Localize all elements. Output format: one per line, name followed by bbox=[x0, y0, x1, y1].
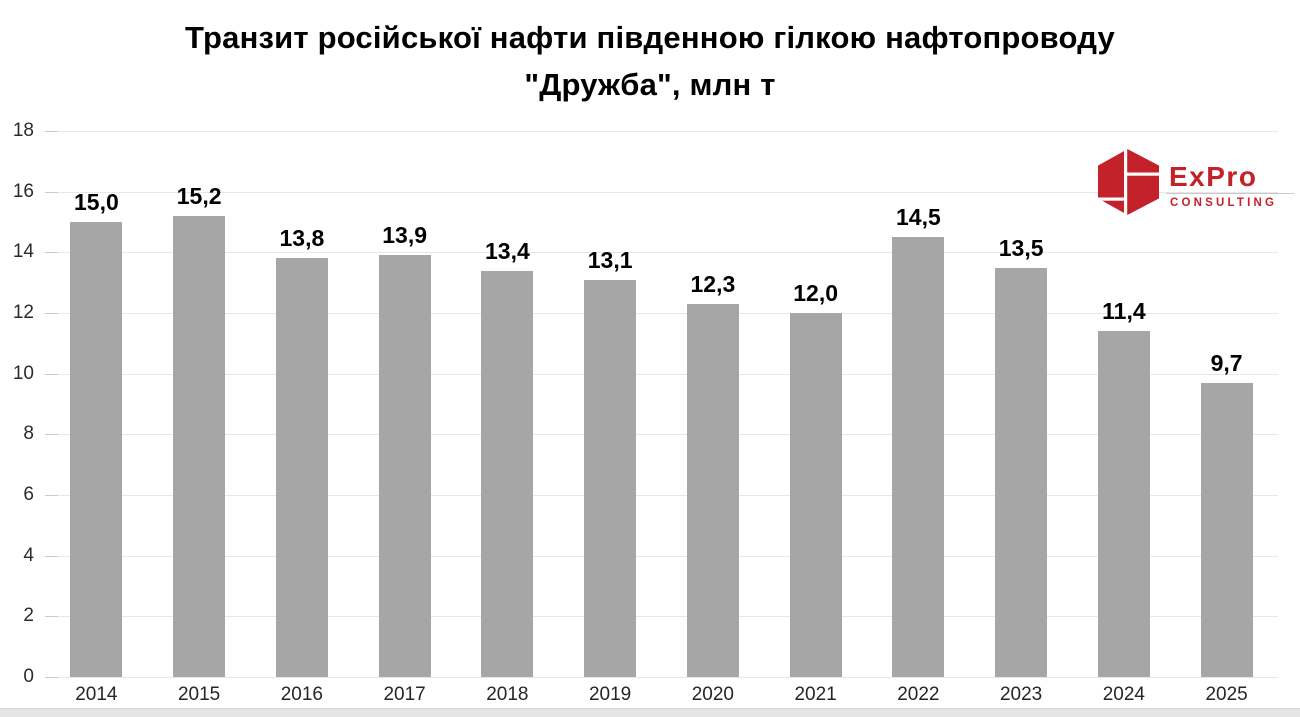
bar-2021 bbox=[789, 313, 842, 677]
bar-value-label: 13,1 bbox=[587, 246, 633, 273]
bar-2022 bbox=[892, 237, 945, 677]
x-axis-category-label: 2014 bbox=[75, 684, 118, 705]
bar-2014 bbox=[70, 222, 123, 677]
x-axis-category-label: 2019 bbox=[588, 684, 632, 705]
y-axis-tick bbox=[45, 313, 58, 314]
y-axis-tick bbox=[45, 495, 58, 496]
expro-logo: ExPro CONSULTING bbox=[1098, 149, 1294, 215]
y-axis-tick-label: 10 bbox=[12, 362, 34, 384]
bar-2018 bbox=[481, 270, 534, 677]
chart-title: Транзит російської нафти південною гілко… bbox=[0, 14, 1300, 108]
bar-value-label: 13,8 bbox=[279, 225, 325, 252]
x-axis-category-label: 2016 bbox=[280, 684, 324, 705]
logo-separator-line bbox=[1166, 193, 1294, 194]
bar-2019 bbox=[584, 279, 637, 677]
y-axis-tick bbox=[45, 252, 58, 254]
gridline bbox=[45, 373, 1278, 375]
x-axis-category-label: 2018 bbox=[486, 684, 529, 705]
gridline bbox=[45, 252, 1278, 254]
bar-value-label: 13,5 bbox=[998, 234, 1044, 261]
x-axis-category-label: 2017 bbox=[383, 684, 426, 705]
hexagon-logo-icon bbox=[1098, 149, 1159, 215]
y-axis-tick-label: 12 bbox=[12, 302, 34, 323]
logo-wordmark: ExPro bbox=[1169, 161, 1258, 192]
y-axis-tick bbox=[45, 616, 58, 618]
x-axis-category-label: 2022 bbox=[897, 684, 940, 705]
bar-value-label: 12,0 bbox=[793, 280, 838, 306]
bar-2023 bbox=[995, 267, 1048, 677]
x-axis-category-label: 2021 bbox=[794, 684, 837, 705]
gridline bbox=[45, 555, 1278, 557]
y-axis-tick bbox=[45, 191, 58, 193]
y-axis-tick-label: 8 bbox=[23, 423, 34, 445]
bottom-edge-strip bbox=[0, 708, 1300, 717]
gridline bbox=[45, 191, 1278, 193]
y-axis-tick-label: 18 bbox=[12, 120, 34, 141]
bar-2015 bbox=[173, 215, 226, 677]
y-axis-tick bbox=[45, 131, 58, 132]
y-axis-tick-label: 4 bbox=[23, 544, 34, 566]
bar-value-label: 9,7 bbox=[1210, 349, 1243, 376]
gridline bbox=[45, 131, 1278, 132]
bar-2016 bbox=[275, 258, 328, 677]
x-axis-category-label: 2020 bbox=[691, 684, 735, 705]
gridline bbox=[45, 434, 1278, 436]
y-axis-tick bbox=[45, 555, 58, 557]
chart-title-line1: Транзит російської нафти південною гілко… bbox=[185, 20, 1115, 55]
bar-value-label: 14,5 bbox=[895, 204, 941, 231]
bar-value-label: 11,4 bbox=[1102, 298, 1146, 325]
logo-subtitle: CONSULTING bbox=[1170, 197, 1278, 209]
bar-2025 bbox=[1200, 382, 1253, 677]
x-axis-category-label: 2015 bbox=[177, 684, 221, 705]
y-axis-tick-label: 0 bbox=[23, 666, 34, 687]
bar-2020 bbox=[686, 303, 739, 677]
x-axis-category-label: 2024 bbox=[1102, 684, 1146, 705]
x-axis-category-label: 2023 bbox=[999, 684, 1043, 705]
y-axis-tick bbox=[45, 677, 58, 678]
bar-2024 bbox=[1097, 331, 1150, 677]
y-axis-tick-label: 6 bbox=[23, 484, 34, 505]
gridline bbox=[45, 313, 1278, 314]
bar-value-label: 13,9 bbox=[382, 222, 427, 249]
y-axis-tick-label: 16 bbox=[12, 180, 34, 202]
bar-value-label: 15,0 bbox=[73, 189, 119, 215]
y-axis-tick-label: 14 bbox=[12, 241, 34, 263]
gridline bbox=[45, 616, 1278, 618]
gridline bbox=[45, 495, 1278, 496]
bar-value-label: 13,4 bbox=[484, 237, 530, 264]
bar-value-label: 12,3 bbox=[690, 270, 736, 297]
gridline bbox=[45, 677, 1278, 678]
y-axis-tick-label: 2 bbox=[23, 605, 34, 627]
x-axis-category-label: 2025 bbox=[1205, 684, 1248, 705]
bar-value-label: 15,2 bbox=[176, 182, 222, 209]
y-axis-tick bbox=[45, 373, 58, 375]
bar-2017 bbox=[378, 255, 431, 677]
y-axis-tick bbox=[45, 434, 58, 436]
chart-title-line2: "Дружба", млн т bbox=[524, 67, 776, 102]
